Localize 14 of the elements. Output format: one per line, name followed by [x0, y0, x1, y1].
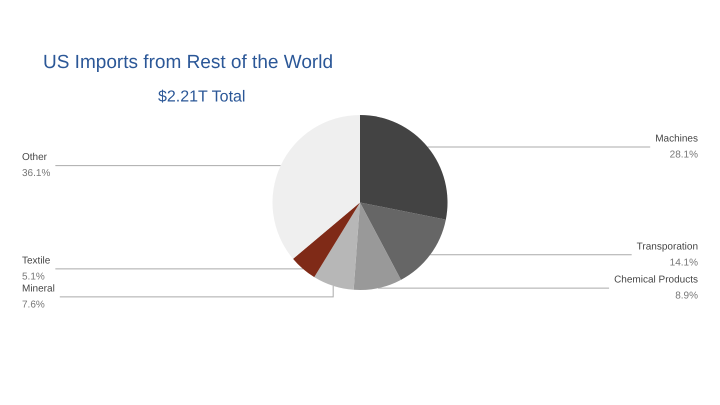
slice-label: Transporation — [636, 241, 698, 252]
chart-subtitle: $2.21T Total — [158, 88, 246, 106]
data-label: 7.6% — [22, 299, 45, 310]
data-label: 5.1% — [22, 271, 45, 282]
slice-label: Textile — [22, 255, 51, 266]
data-label: 28.1% — [670, 149, 698, 160]
slice-label: Machines — [655, 133, 698, 144]
data-label: 36.1% — [22, 168, 50, 180]
data-label: 14.1% — [670, 257, 698, 268]
chart-title: US Imports from Rest of the World — [43, 52, 334, 73]
slice-label: Chemical Products — [614, 274, 698, 286]
data-label: 8.9% — [675, 290, 698, 302]
slice-label: Other — [22, 152, 48, 164]
slice-label: Mineral — [22, 283, 55, 294]
